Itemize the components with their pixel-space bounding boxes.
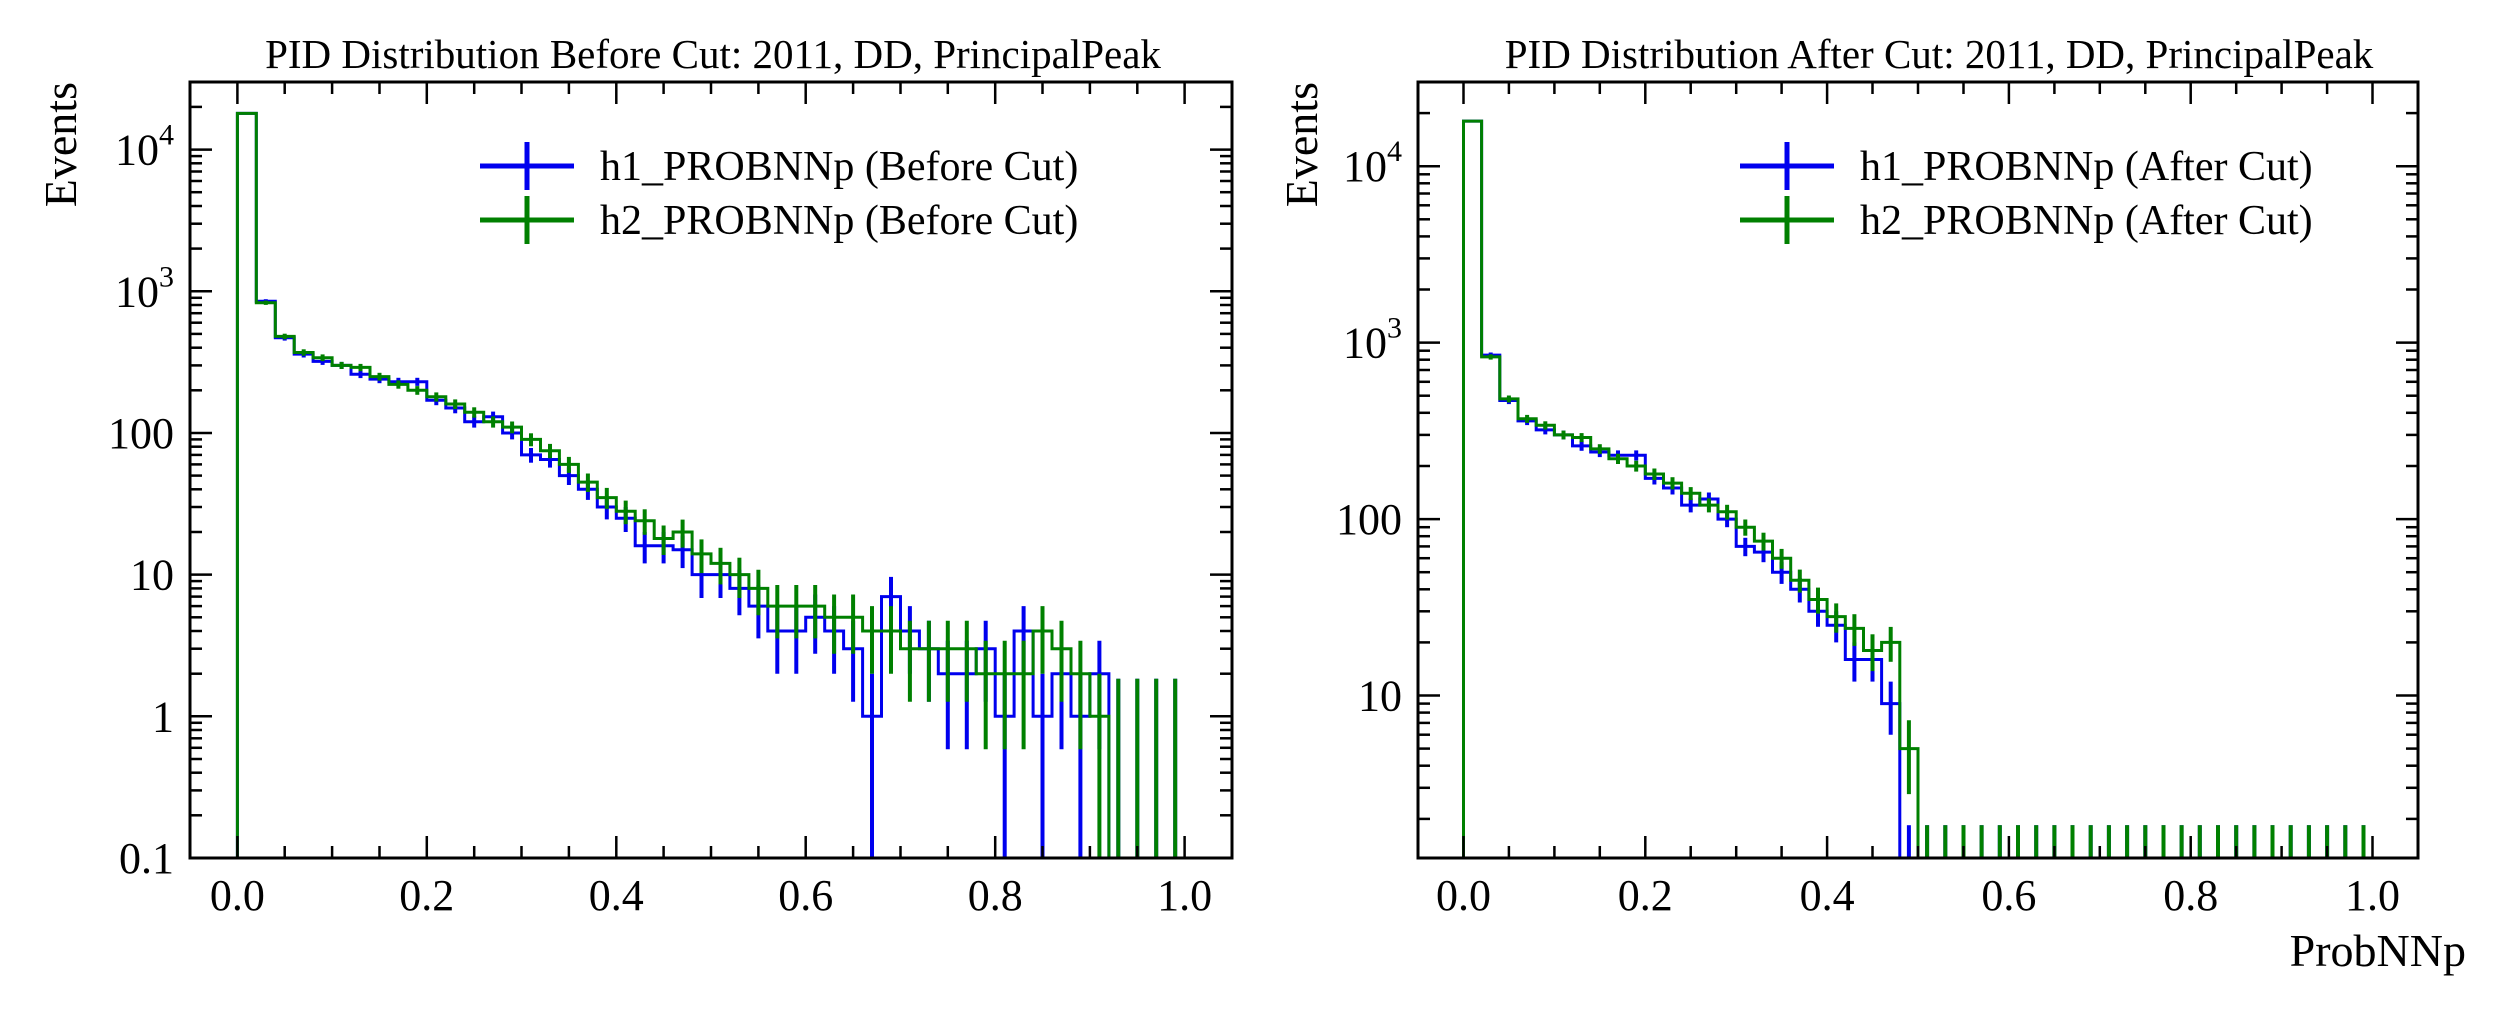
x-tick-label: 0.4 (589, 871, 644, 920)
panel-title: PID Distribution Before Cut: 2011, DD, P… (265, 31, 1161, 77)
x-tick-label: 0.0 (1436, 871, 1491, 920)
error-bars-series-2 (1470, 120, 2366, 858)
x-tick-label: 0.6 (778, 871, 833, 920)
x-tick-label: 0.2 (399, 871, 454, 920)
legend-marker-2 (480, 196, 574, 244)
legend-label-1: h1_PROBNNp (Before Cut) (600, 144, 1078, 190)
x-tick-label: 0.8 (2163, 871, 2218, 920)
panel-title: PID Distribution After Cut: 2011, DD, Pr… (1505, 31, 2374, 77)
y-tick-label: 104 (1343, 135, 1402, 191)
panel-before-cut: PID Distribution Before Cut: 2011, DD, P… (35, 31, 1234, 920)
y-ticks (190, 80, 1232, 860)
x-tick-label: 0.2 (1618, 871, 1673, 920)
x-axis-label: ProbNNp (2290, 925, 2466, 976)
y-axis-label: Events (1276, 82, 1327, 207)
x-ticks (1462, 82, 2374, 858)
legend-marker-1 (1740, 142, 1834, 190)
y-tick-label: 100 (108, 409, 174, 458)
legend-marker-1 (480, 142, 574, 190)
error-bars-series-2 (244, 113, 1178, 858)
y-tick-label: 100 (1336, 495, 1402, 544)
x-tick-label: 0.4 (1800, 871, 1855, 920)
x-ticks (236, 82, 1186, 858)
legend-label-2: h2_PROBNNp (Before Cut) (600, 198, 1078, 244)
x-tick-label: 0.6 (1981, 871, 2036, 920)
x-tick-label: 0.0 (210, 871, 265, 920)
panel-after-cut: PID Distribution After Cut: 2011, DD, Pr… (1276, 31, 2466, 976)
y-tick-label: 10 (1358, 672, 1402, 721)
y-tick-label: 10 (130, 551, 174, 600)
legend: h1_PROBNNp (Before Cut) h2_PROBNNp (Befor… (480, 142, 1078, 244)
y-tick-label: 103 (1343, 312, 1402, 368)
x-tick-label: 1.0 (2345, 871, 2400, 920)
y-tick-label: 0.1 (119, 834, 174, 883)
legend-label-1: h1_PROBNNp (After Cut) (1860, 144, 2313, 190)
y-tick-label: 103 (115, 260, 174, 316)
y-ticks (1418, 80, 2418, 821)
y-axis-label: Events (35, 82, 86, 207)
x-tick-label: 1.0 (1157, 871, 1212, 920)
x-tick-label: 0.8 (968, 871, 1023, 920)
histogram-series-2 (235, 111, 1185, 860)
legend-label-2: h2_PROBNNp (After Cut) (1860, 198, 2313, 244)
y-tick-label: 1 (152, 692, 174, 741)
y-tick-label: 104 (115, 119, 174, 175)
legend-marker-2 (1740, 196, 1834, 244)
legend: h1_PROBNNp (After Cut) h2_PROBNNp (After … (1740, 142, 2313, 244)
